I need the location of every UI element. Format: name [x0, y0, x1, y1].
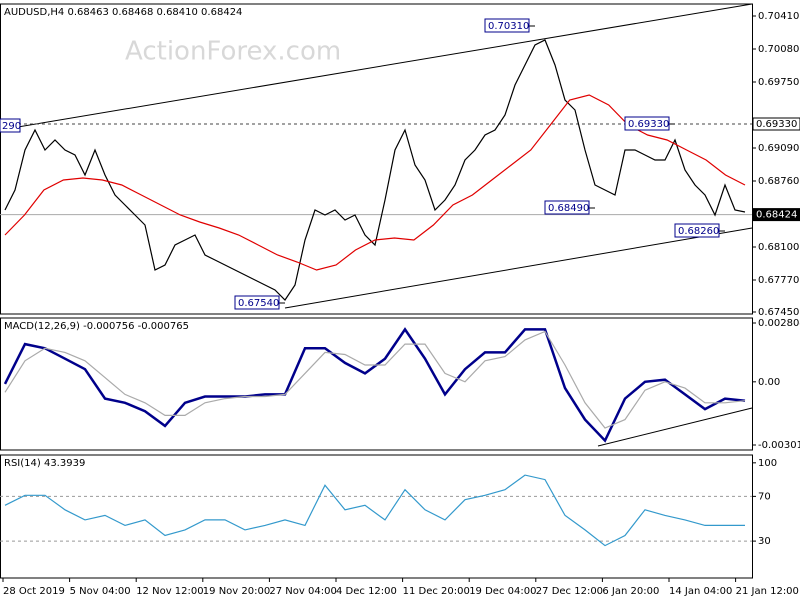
x-tick-label: 19 Nov 20:00 [203, 586, 270, 597]
series-line [4, 94, 746, 271]
panel-frame [0, 454, 753, 579]
trend-line [284, 227, 753, 309]
series-line [4, 39, 746, 301]
y-tick-label: 70 [758, 491, 771, 502]
x-tick-label: 14 Jan 04:00 [669, 586, 732, 597]
series-line [4, 474, 745, 547]
y-tick-label: 0.67770 [758, 275, 799, 286]
x-tick-label: 19 Dec 04:00 [469, 586, 536, 597]
price-label: 0.69330 [756, 119, 797, 130]
y-tick-label: 0.68100 [758, 242, 799, 253]
x-tick-label: 21 Jan 12:00 [736, 586, 799, 597]
x-tick-label: 27 Dec 12:00 [536, 586, 603, 597]
y-tick-label: 0.70410 [758, 11, 799, 22]
y-tick-label: 0.00 [758, 377, 780, 388]
y-tick-label: 0.67450 [758, 307, 799, 318]
panel-frame [0, 317, 753, 451]
trend-line [597, 407, 753, 447]
annotation-box [674, 223, 720, 238]
series-line [4, 330, 746, 429]
price-label-box [752, 117, 800, 131]
y-tick-label: -0.003012 [758, 440, 800, 451]
annotation-label: 290 [2, 121, 21, 132]
x-tick-label: 28 Oct 2019 [3, 586, 65, 597]
x-tick-label: 6 Jan 20:00 [602, 586, 659, 597]
annotation-box [624, 116, 670, 131]
y-tick-label: 0.002804 [758, 318, 800, 329]
annotation-label: 0.68490 [548, 203, 589, 214]
y-tick-label: 0.69090 [758, 143, 799, 154]
annotation-box [0, 118, 21, 133]
panel-title: RSI(14) 43.3939 [4, 458, 85, 469]
annotation-label: 0.68260 [678, 226, 719, 237]
panel-title: MACD(12,26,9) -0.000756 -0.000765 [4, 321, 189, 332]
annotation-box [544, 200, 590, 215]
x-tick-label: 12 Nov 12:00 [136, 586, 203, 597]
watermark: ActionForex.com [125, 37, 341, 67]
x-tick-label: 4 Dec 12:00 [336, 586, 397, 597]
y-tick-label: 0.70080 [758, 44, 799, 55]
annotation-label: 0.70310 [488, 21, 529, 32]
y-tick-label: 30 [758, 536, 771, 547]
y-tick-label: 0.68760 [758, 176, 799, 187]
panel-frame [0, 3, 753, 315]
annotation-label: 0.69330 [628, 119, 669, 130]
price-label: 0.68424 [756, 210, 797, 221]
panel-title: AUDUSD,H4 0.68463 0.68468 0.68410 0.6842… [4, 7, 242, 18]
price-label-box [752, 208, 800, 222]
x-tick-label: 27 Nov 04:00 [269, 586, 336, 597]
annotation-label: 0.67540 [238, 298, 279, 309]
annotation-box [484, 18, 530, 33]
x-tick-label: 5 Nov 04:00 [70, 586, 131, 597]
annotation-box [234, 295, 280, 310]
y-tick-label: 0.69750 [758, 77, 799, 88]
y-tick-label: 100 [758, 458, 777, 469]
x-tick-label: 11 Dec 20:00 [403, 586, 470, 597]
trend-line [0, 3, 753, 131]
series-line [3, 327, 746, 443]
